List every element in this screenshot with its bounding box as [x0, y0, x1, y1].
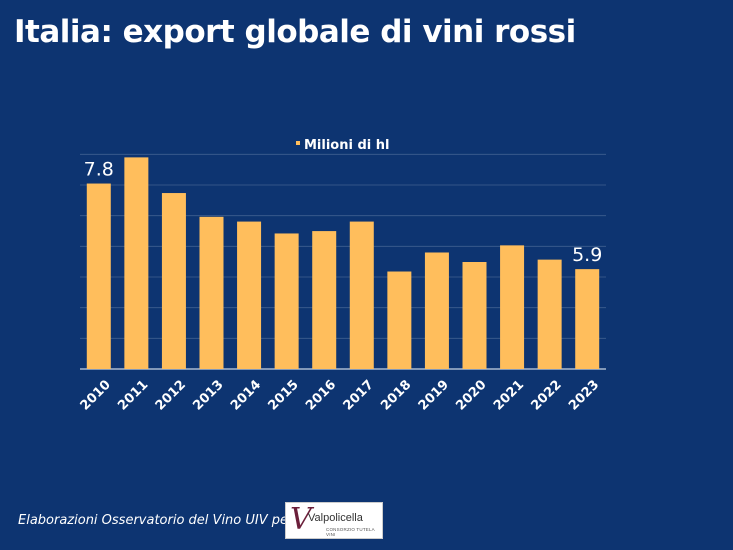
valpolicella-logo: V Valpolicella CONSORZIO TUTELA VINI	[285, 502, 383, 539]
x-tick-label: 2015	[265, 377, 301, 413]
bar-2019	[424, 252, 449, 369]
logo-subtitle: CONSORZIO TUTELA VINI	[326, 527, 375, 537]
x-tick-label: 2022	[528, 377, 564, 413]
x-tick-label: 2019	[416, 377, 452, 413]
legend-swatch	[296, 141, 300, 145]
bar-2021	[500, 245, 525, 369]
x-tick-label: 2010	[78, 377, 114, 413]
bar-2010	[86, 183, 111, 369]
chart-data-labels: 7.8 5.9	[84, 159, 603, 267]
x-tick-label: 2013	[190, 377, 226, 413]
x-tick-label: 2011	[115, 377, 151, 413]
x-tick-label: 2012	[153, 377, 189, 413]
logo-name: Valpolicella	[308, 512, 363, 524]
x-tick-label: 2018	[378, 377, 414, 413]
x-tick-label: 2021	[491, 377, 527, 413]
bar-2016	[312, 231, 337, 369]
page-title: Italia: export globale di vini rossi	[14, 14, 576, 50]
chart-legend: Milioni di hl	[296, 138, 389, 153]
x-tick-label: 2016	[303, 377, 339, 413]
bar-2018	[387, 271, 412, 369]
bar-2014	[237, 221, 262, 369]
bar-2013	[199, 216, 224, 369]
bar-2017	[349, 221, 374, 369]
logo-mark: V	[290, 502, 312, 537]
legend-label: Milioni di hl	[304, 138, 389, 153]
chart-x-axis: 2010 2011 2012 2013 2014 2015 2016 2017 2018 2019…	[78, 377, 603, 413]
data-label: 5.9	[572, 244, 602, 266]
bar-2015	[274, 233, 299, 369]
bar-2020	[462, 262, 487, 369]
source-footer: Elaborazioni Osservatorio del Vino UIV p…	[18, 513, 294, 528]
x-tick-label: 2020	[453, 377, 489, 413]
data-label: 7.8	[84, 159, 114, 181]
x-tick-label: 2017	[341, 377, 377, 413]
bar-2023	[575, 269, 600, 369]
bar-2011	[124, 157, 149, 369]
chart-bars	[86, 157, 600, 369]
bar-2012	[161, 193, 186, 369]
chart-grid	[80, 153, 606, 370]
bar-2022	[537, 259, 562, 369]
x-tick-label: 2023	[566, 377, 602, 413]
x-tick-label: 2014	[228, 377, 264, 413]
